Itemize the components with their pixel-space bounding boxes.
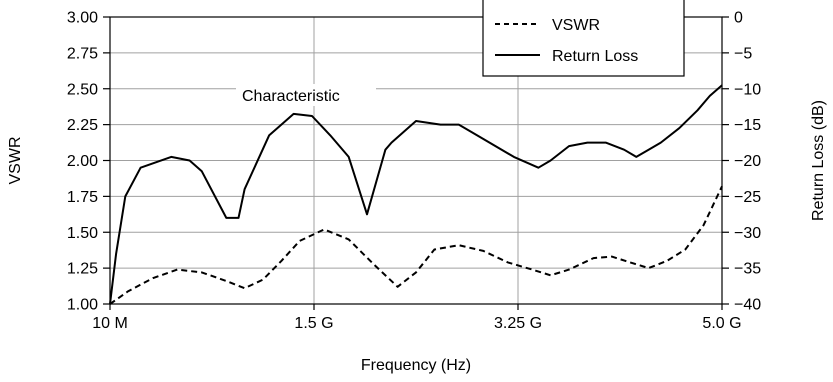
left-tick-label: 2.00	[67, 153, 98, 170]
right-tick-label: 0	[734, 10, 743, 27]
left-tick-label: 1.00	[67, 297, 98, 314]
left-tick-label: 2.75	[67, 45, 98, 62]
grid-lines	[110, 17, 722, 304]
y-axis-label: VSWR	[7, 137, 24, 185]
left-tick-label: 1.50	[67, 225, 98, 242]
left-tick-label: 3.00	[67, 10, 98, 27]
right-axis-ticks: −40 −35 −30 −25 −20 −15 −10 −5 0	[722, 10, 761, 314]
right-tick-label: −30	[734, 225, 761, 242]
right-tick-label: −10	[734, 81, 761, 98]
legend: VSWR Return Loss	[482, 0, 685, 77]
left-tick-label: 1.75	[67, 189, 98, 206]
annotation-background	[236, 84, 376, 106]
legend-box	[482, 0, 685, 77]
legend-label-return-loss: Return Loss	[552, 48, 638, 65]
bottom-tick-label: 10 M	[92, 315, 128, 332]
series-line-return-loss	[109, 84, 723, 305]
bottom-axis-ticks: 10 M 1.5 G 3.25 G 5.0 G	[92, 304, 742, 332]
series-layer	[109, 84, 723, 305]
right-tick-label: −40	[734, 297, 761, 314]
y2-axis-label: Return Loss (dB)	[810, 100, 827, 221]
left-tick-label: 2.25	[67, 117, 98, 134]
x-axis-label: Frequency (Hz)	[361, 357, 471, 374]
series-line-vswr	[109, 185, 723, 305]
right-tick-label: −15	[734, 117, 761, 134]
right-tick-label: −5	[734, 45, 752, 62]
left-tick-label: 2.50	[67, 81, 98, 98]
legend-label-vswr: VSWR	[552, 17, 600, 34]
bottom-tick-label: 3.25 G	[494, 315, 542, 332]
annotation-characteristic: Characteristic	[242, 88, 340, 105]
left-axis-ticks: 1.00 1.25 1.50 1.75 2.00 2.25 2.50 2.75 3.00	[67, 10, 110, 314]
bottom-tick-label: 1.5 G	[294, 315, 333, 332]
right-tick-label: −25	[734, 189, 761, 206]
right-tick-label: −20	[734, 153, 761, 170]
left-tick-label: 1.25	[67, 261, 98, 278]
right-tick-label: −35	[734, 261, 761, 278]
bottom-tick-label: 5.0 G	[702, 315, 741, 332]
